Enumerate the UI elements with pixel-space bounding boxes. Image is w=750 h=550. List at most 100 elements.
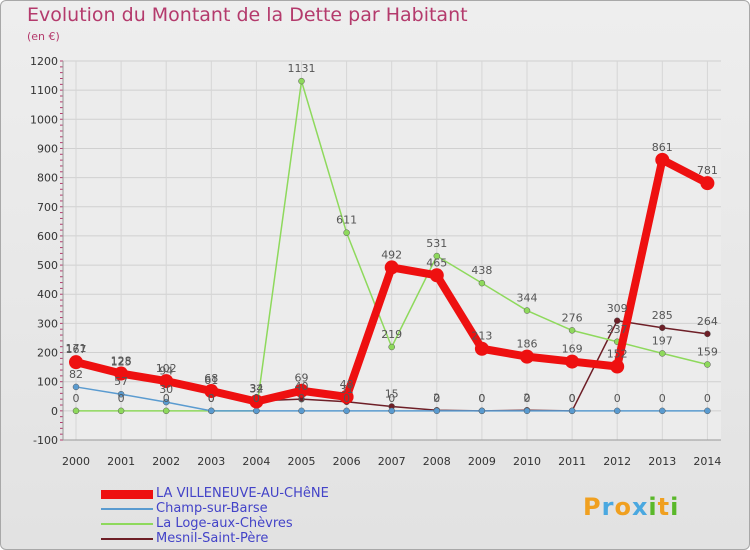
data-label-champ: 0: [388, 392, 395, 405]
data-label-loge: 159: [697, 345, 718, 358]
data-label-villeneuve: 167: [66, 343, 87, 356]
data-label-villeneuve: 32: [249, 383, 263, 396]
data-label-champ: 30: [159, 383, 173, 396]
y-tick-label: 500: [37, 259, 58, 272]
data-label-mesnil: 171: [66, 342, 87, 355]
data-point-villeneuve: [384, 260, 399, 275]
data-label-mesnil: 309: [607, 302, 628, 315]
data-point-villeneuve: [474, 341, 489, 356]
logo-letter: P: [583, 493, 602, 521]
y-tick-label: 100: [37, 376, 58, 389]
data-label-mesnil: 0: [478, 392, 485, 405]
data-label-mesnil: 285: [652, 309, 673, 322]
data-label-mesnil: 264: [697, 315, 718, 328]
legend-swatch-loge: [101, 523, 153, 525]
data-label-villeneuve: 68: [204, 372, 218, 385]
data-label-champ: 57: [114, 375, 128, 388]
data-label-champ: 0: [524, 392, 531, 405]
x-tick-label: 2008: [423, 455, 451, 468]
logo-letter: i: [648, 493, 658, 521]
data-point-villeneuve: [565, 354, 580, 369]
logo-letter: x: [631, 493, 649, 521]
data-label-villeneuve: 102: [156, 362, 177, 375]
data-point-loge: [343, 229, 350, 236]
data-label-loge: 219: [381, 328, 402, 341]
y-tick-label: 400: [37, 288, 58, 301]
data-point-champ: [72, 383, 80, 391]
data-point-loge: [162, 407, 170, 415]
data-label-villeneuve: 128: [111, 355, 132, 368]
data-label-villeneuve: 169: [562, 343, 583, 356]
y-tick-label: 600: [37, 230, 58, 243]
data-label-mesnil: 0: [569, 392, 576, 405]
data-label-villeneuve: 69: [295, 372, 309, 385]
data-point-villeneuve: [610, 359, 625, 374]
data-label-mesnil: 34: [249, 382, 263, 395]
data-point-champ: [478, 407, 486, 415]
data-label-villeneuve: 861: [652, 141, 673, 154]
data-point-villeneuve: [159, 374, 174, 389]
data-label-mesnil: 2: [433, 391, 440, 404]
data-point-villeneuve: [700, 176, 715, 191]
data-label-mesnil: 2: [524, 391, 531, 404]
x-tick-label: 2009: [468, 455, 496, 468]
data-label-champ: 0: [208, 392, 215, 405]
data-point-villeneuve: [520, 349, 534, 364]
data-label-villeneuve: 465: [426, 256, 447, 269]
data-point-mesnil: [613, 317, 621, 325]
data-point-mesnil: [659, 324, 666, 332]
legend-label-villeneuve: LA VILLENEUVE-AU-CHêNE: [156, 486, 329, 501]
data-point-champ: [343, 407, 350, 415]
x-tick-label: 2004: [242, 455, 270, 468]
data-point-champ: [613, 407, 621, 415]
x-tick-label: 2002: [152, 455, 180, 468]
data-label-mesnil: 15: [385, 387, 399, 400]
unit-label: (en €): [27, 30, 60, 43]
data-label-champ: 0: [298, 392, 305, 405]
data-label-loge: 197: [652, 334, 673, 347]
data-label-champ: 0: [704, 392, 711, 405]
legend-label-champ: Champ-sur-Barse: [156, 501, 268, 516]
data-point-villeneuve: [655, 152, 670, 167]
data-point-loge: [72, 407, 80, 415]
data-label-champ: 82: [69, 368, 83, 381]
y-tick-label: -100: [33, 434, 58, 447]
x-tick-label: 2012: [603, 455, 631, 468]
data-label-champ: 0: [343, 392, 350, 405]
data-label-champ: 0: [569, 392, 576, 405]
data-point-champ: [208, 407, 215, 415]
data-point-villeneuve: [114, 366, 129, 381]
data-label-champ: 0: [478, 392, 485, 405]
data-point-champ: [388, 407, 395, 415]
x-tick-label: 2001: [107, 455, 135, 468]
data-point-villeneuve: [249, 394, 264, 409]
data-point-champ: [568, 407, 576, 415]
data-point-villeneuve: [204, 384, 219, 399]
data-label-loge: 344: [517, 292, 538, 305]
data-point-champ: [253, 407, 260, 415]
data-point-villeneuve: [294, 383, 309, 398]
data-label-mesnil: 94: [159, 364, 173, 377]
data-label-loge: 0: [163, 392, 170, 405]
y-tick-label: 700: [37, 201, 58, 214]
legend-label-mesnil: Mesnil-Saint-Père: [156, 531, 269, 546]
data-label-mesnil: 61: [204, 374, 218, 387]
data-label-loge: 0: [118, 392, 125, 405]
data-point-loge: [388, 343, 395, 351]
data-label-loge: 0: [253, 392, 260, 405]
x-tick-label: 2006: [333, 455, 361, 468]
data-label-loge: 0: [208, 392, 215, 405]
data-point-loge: [478, 279, 486, 287]
legend-swatch-mesnil: [101, 538, 153, 540]
data-point-villeneuve: [69, 355, 83, 370]
x-tick-label: 2000: [62, 455, 90, 468]
y-tick-label: 200: [37, 347, 58, 360]
data-label-loge: 0: [73, 392, 80, 405]
data-point-loge: [568, 327, 576, 334]
data-label-champ: 0: [433, 392, 440, 405]
y-tick-label: 0: [51, 405, 58, 418]
x-tick-label: 2010: [513, 455, 541, 468]
data-label-loge: 237: [607, 323, 628, 336]
data-point-champ: [659, 407, 666, 415]
